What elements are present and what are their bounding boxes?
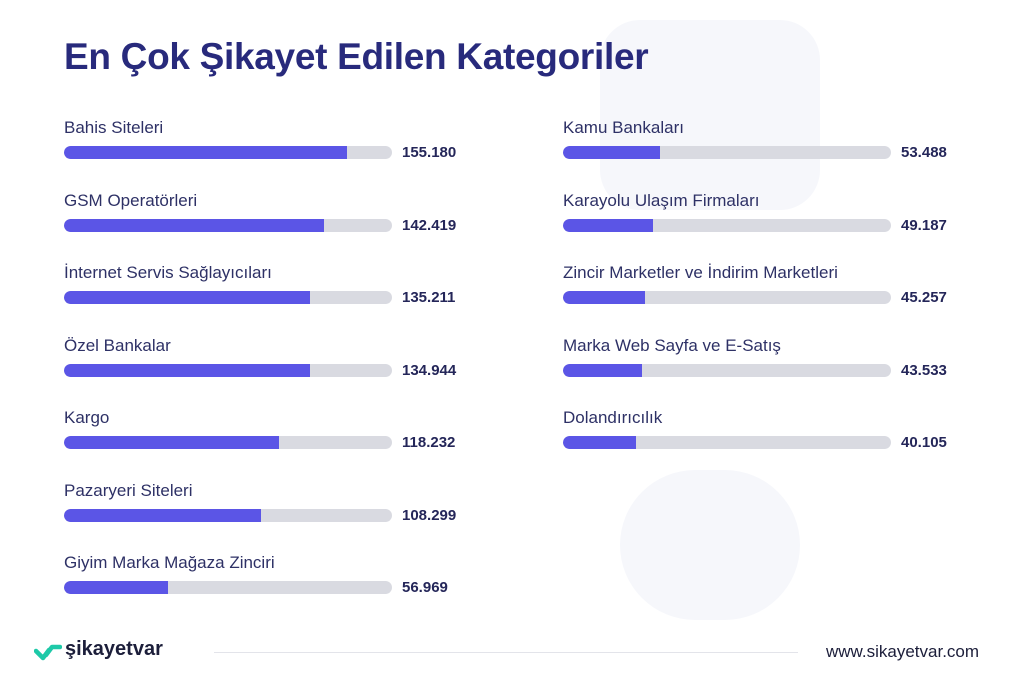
bar-label: Giyim Marka Mağaza Zinciri [64, 553, 275, 572]
bar-label: GSM Operatörleri [64, 190, 198, 210]
bar-label: Zincir Marketler ve İndirim Marketleri [563, 263, 838, 282]
bar-label: Marka Web Sayfa ve E-Satış [563, 335, 781, 355]
bar-fill [64, 436, 280, 449]
bar-value-label: 142.419 [402, 216, 457, 234]
bar-fill [563, 436, 637, 449]
bar-fill [64, 146, 347, 159]
bar-fill [563, 146, 661, 159]
bar-value-label: 49.187 [901, 216, 947, 234]
bar-fill [563, 363, 643, 377]
bar-track [563, 146, 891, 159]
bar-label: Bahis Siteleri [64, 118, 164, 137]
logo-text: şikayetvar [65, 638, 163, 660]
bar-value-label: 40.105 [901, 434, 947, 451]
bar-track [563, 436, 891, 449]
logo-mark-icon [34, 644, 62, 661]
bar-value-label: 155.180 [402, 144, 457, 161]
bar-fill [64, 218, 324, 232]
bar-fill [64, 291, 311, 304]
website-url: www.sikayetvar.com [826, 642, 980, 661]
bar-label: Kamu Bankaları [563, 118, 684, 137]
bar-value-label: 108.299 [402, 506, 457, 524]
bar-track [563, 218, 891, 232]
bar-track [563, 363, 891, 377]
bar-track [64, 508, 392, 522]
background-decoration [600, 20, 820, 210]
bar-value-label: 53.488 [901, 144, 947, 161]
bar-track [64, 581, 392, 594]
bar-value-label: 45.257 [901, 289, 947, 306]
bar-track [64, 436, 392, 449]
bar-label: Kargo [64, 408, 110, 427]
bar-fill [563, 218, 653, 232]
bar-fill [64, 363, 310, 377]
bar-label: Pazaryeri Siteleri [64, 480, 193, 500]
bar-value-label: 56.969 [402, 579, 448, 596]
bar-fill [64, 581, 168, 594]
background-decoration [620, 470, 800, 620]
bar-label: Özel Bankalar [64, 335, 171, 355]
bar-track [64, 363, 392, 377]
bar-value-label: 118.232 [402, 434, 456, 451]
bar-value-label: 135.211 [402, 289, 456, 306]
bar-value-label: 134.944 [402, 361, 457, 379]
page-title: En Çok Şikayet Edilen Kategoriler [64, 36, 649, 77]
footer-divider [214, 652, 798, 653]
bar-track [64, 146, 392, 159]
bar-track [64, 218, 392, 232]
bar-track [563, 291, 891, 304]
bar-label: Dolandırıcılık [563, 408, 663, 427]
bar-track [64, 291, 392, 304]
bar-fill [563, 291, 646, 304]
bar-fill [64, 508, 262, 522]
bar-value-label: 43.533 [901, 361, 947, 379]
bar-label: İnternet Servis Sağlayıcıları [64, 263, 272, 282]
bar-label: Karayolu Ulaşım Firmaları [563, 190, 760, 210]
